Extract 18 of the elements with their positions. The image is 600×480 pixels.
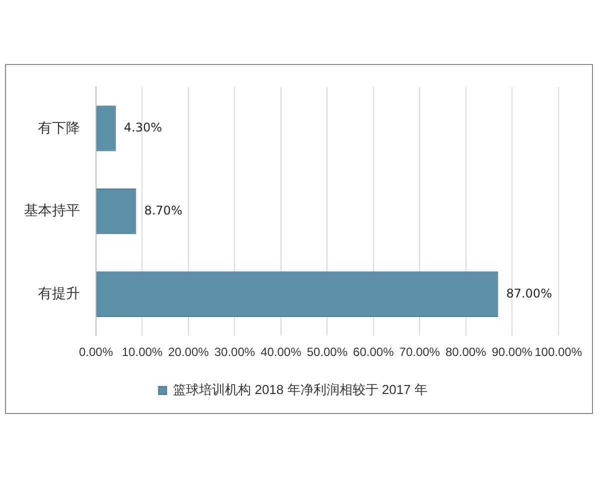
x-tick-label: 60.00%: [353, 345, 394, 360]
x-tick-label: 0.00%: [78, 345, 114, 360]
x-tick-label: 70.00%: [399, 345, 440, 360]
data-label: 8.70%: [144, 203, 182, 218]
x-tick-label: 50.00%: [306, 345, 348, 360]
x-tick-label: 30.00%: [214, 345, 256, 360]
data-label: 4.30%: [124, 120, 162, 135]
x-tick-label: 100.00%: [534, 345, 582, 360]
x-tick-label: 10.00%: [122, 345, 163, 360]
x-tick-label: 20.00%: [168, 345, 210, 360]
y-tick-label: 有提升: [38, 285, 80, 302]
x-tick-label: 90.00%: [492, 345, 533, 360]
y-tick-label: 有下降: [38, 119, 80, 136]
y-tick-label: 基本持平: [24, 202, 80, 218]
legend-label: 篮球培训机构 2018 年净利润相较于 2017 年: [173, 382, 428, 398]
x-tick-label: 80.00%: [446, 345, 487, 360]
x-tick-label: 40.00%: [260, 345, 302, 360]
data-label: 87.00%: [506, 286, 552, 300]
